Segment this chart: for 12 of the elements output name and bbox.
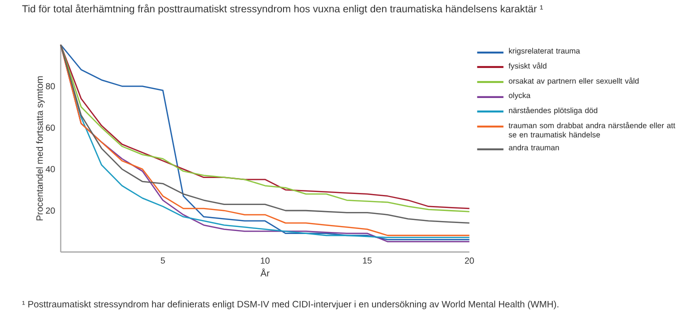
x-tick-label: 10 (260, 257, 270, 264)
y-axis-title: Procentandel med fortsatta symtom (36, 76, 45, 220)
y-tick-label: 60 (46, 124, 55, 131)
y-tick-label: 40 (46, 166, 55, 172)
text: ¹ Posttraumatiskt stressyndrom har definierats enligt DSM-IV med CIDI-intervjuer i en undersökning av World Mental Health (WMH). (22, 300, 558, 310)
x-tick-label: 15 (363, 257, 372, 264)
x-axis-title: År (260, 268, 270, 276)
y-tick-label: 20 (46, 207, 55, 214)
x-tick-label: 20 (464, 257, 474, 264)
chart-title: Tid för total återhämtning från posttraumatiskt stressyndrom hos vuxna enligt den traumatiska händelsens karaktär ¹ (22, 4, 543, 14)
x-tick-label: 5 (160, 257, 165, 264)
y-tick-label: 80 (46, 82, 55, 90)
